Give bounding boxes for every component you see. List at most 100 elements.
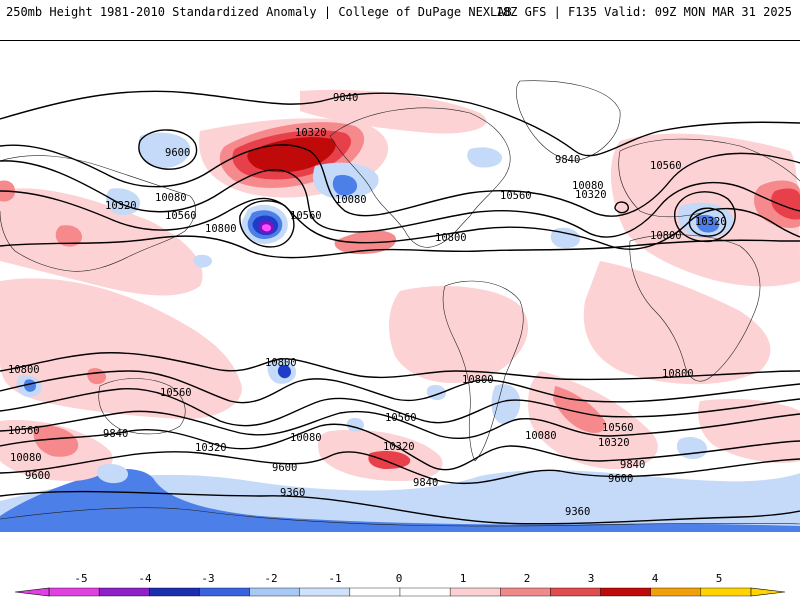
closed-contour-europe-low: [674, 191, 736, 243]
indian-ocean-pos-core: [33, 425, 79, 457]
antarctica-coast: [0, 507, 800, 527]
contour-10320-south: [0, 388, 800, 427]
contour-label: 9360: [280, 487, 305, 499]
contour-label: 10080: [335, 194, 367, 206]
contour-label: 10320: [383, 441, 415, 453]
closed-contour-pacific-low: [239, 200, 295, 248]
contour-label: 9600: [608, 473, 633, 485]
pacific-neg-small: [193, 254, 212, 268]
contour-label: 10080: [155, 192, 187, 204]
coastlines: [0, 80, 800, 527]
indian-ocean-neg-core: [23, 379, 36, 392]
asia-pos-anomaly: [0, 188, 203, 296]
contour-label: 10800: [662, 368, 694, 380]
colorbar-cell: [149, 587, 200, 597]
colorbar-cell: [98, 587, 150, 597]
colorbar: -5 -4 -3 -2 -1 0 1 2 3 4 5: [14, 572, 786, 597]
map-title: 250mb Height 1981-2010 Standardized Anom…: [6, 5, 512, 19]
contour-label: 10320: [575, 189, 607, 201]
colorbar-tick: 3: [588, 572, 595, 585]
contour-10080-south: [0, 410, 800, 439]
indian-ocean-neg-small-2: [96, 463, 128, 484]
contour-9600-south: [0, 451, 800, 485]
contour-label: 10800: [265, 357, 297, 369]
closed-contour-atlantic-small: [614, 201, 630, 214]
contour-label: 10080: [10, 452, 42, 464]
contour-label: 10800: [8, 364, 40, 376]
north-america-neg-core: [332, 175, 358, 196]
contour-label: 10560: [650, 160, 682, 172]
colorbar-cell: [700, 587, 752, 597]
south-pacific-neg-core: [277, 364, 291, 379]
contour-label: 10560: [290, 210, 322, 222]
contour-label: 10080: [290, 432, 322, 444]
contour-label: 9600: [25, 470, 50, 482]
colorbar-tick: 5: [716, 572, 723, 585]
contour-label: 10800: [435, 232, 467, 244]
anomaly-map: 9840 10320 9600 10080 10560 10320 10080 …: [0, 80, 800, 532]
cutoff-low-neg-5: [261, 224, 271, 232]
south-atlantic-neg-small-2: [676, 437, 708, 459]
contour-10800-north: [0, 235, 800, 259]
contour-label: 10560: [8, 425, 40, 437]
contour-label: 10320: [195, 442, 227, 454]
map-frame: 9840 10320 9600 10080 10560 10320 10080 …: [0, 40, 800, 532]
africa-coast: [629, 234, 761, 382]
contour-label: 9600: [272, 462, 297, 474]
colorbar-tick: 4: [652, 572, 659, 585]
colorbar-cell: [449, 587, 501, 597]
contour-label: 9840: [103, 428, 128, 440]
contour-10560-south: [0, 370, 800, 404]
north-america-coast: [329, 107, 511, 248]
contour-labels: 9840 10320 9600 10080 10560 10320 10080 …: [8, 92, 727, 518]
atlantic-neg-anomaly: [467, 147, 503, 168]
tropical-pos-anomaly-west: [0, 278, 242, 420]
colorbar-cell: [550, 587, 601, 597]
colorbar-left-arrow: [14, 587, 50, 597]
colorbar-cell: [48, 587, 100, 597]
contour-label: 10560: [602, 422, 634, 434]
colorbar-tick: -1: [328, 572, 341, 585]
asia-pos-core-small: [55, 225, 82, 247]
colorbar-tick: -5: [74, 572, 87, 585]
contour-10800-south: [0, 352, 800, 381]
colorbar-tick: 2: [524, 572, 531, 585]
contour-10560-north: [0, 190, 800, 250]
contour-label: 10560: [160, 387, 192, 399]
contour-label: 9840: [413, 477, 438, 489]
north-pacific-neg-anomaly: [138, 132, 191, 169]
contour-label: 10320: [695, 216, 727, 228]
colorbar-tick: 0: [396, 572, 403, 585]
colorbar-cell: [199, 587, 250, 597]
contour-label: 9840: [555, 154, 580, 166]
contour-label: 9840: [620, 459, 645, 471]
colorbar-cell: [399, 587, 451, 597]
contour-label: 10320: [598, 437, 630, 449]
contour-label: 9840: [333, 92, 358, 104]
colorbar-tick: 1: [460, 572, 467, 585]
australia-coast: [98, 378, 186, 435]
anomaly-shading: [0, 89, 800, 532]
contour-label: 10320: [295, 127, 327, 139]
contour-label: 10800: [650, 230, 682, 242]
western-atlantic-neg-anomaly: [550, 227, 580, 249]
contour-9840-north: [0, 90, 800, 157]
height-contours: [0, 90, 800, 525]
contour-label: 10800: [205, 223, 237, 235]
contour-label: 10560: [385, 412, 417, 424]
colorbar-cell: [600, 587, 651, 597]
south-america-coast: [442, 280, 524, 462]
colorbar-cell: [500, 587, 551, 597]
east-atlantic-pos-anomaly: [698, 399, 800, 463]
closed-contour-europe-low-inner: [688, 207, 727, 237]
contour-10320-north: [0, 160, 800, 238]
contour-9360-south: [0, 490, 800, 525]
colorbar-tick-labels: -5 -4 -3 -2 -1 0 1 2 3 4 5: [74, 572, 722, 585]
model-valid-time: 18Z GFS | F135 Valid: 09Z MON MAR 31 202…: [495, 5, 792, 19]
closed-contour-north-pacific-9600: [138, 129, 198, 170]
colorbar-cells: [48, 587, 752, 597]
europe-coast: [618, 138, 800, 218]
colorbar-cell: [299, 587, 351, 597]
contour-label: 10080: [572, 180, 604, 192]
colorbar-tick: -2: [264, 572, 277, 585]
